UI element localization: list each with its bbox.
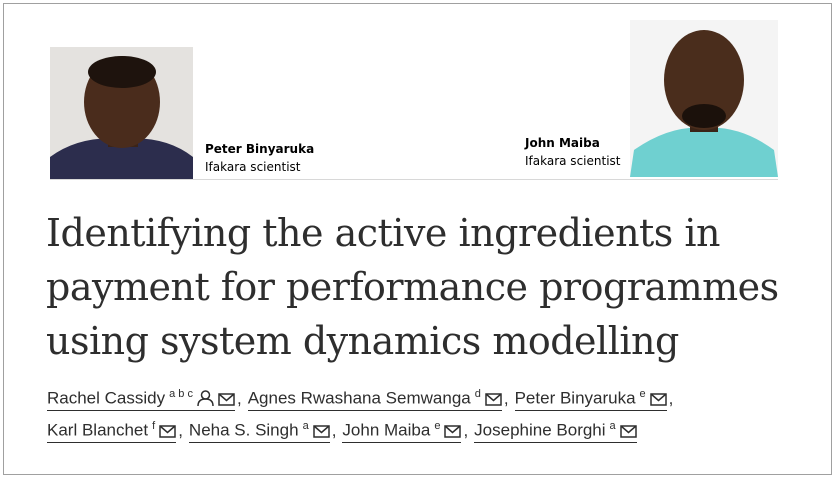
- divider: [50, 179, 778, 180]
- author-name: Agnes Rwashana Semwanga: [247, 388, 471, 408]
- affiliation: e: [639, 388, 646, 400]
- screenshot: [3, 3, 832, 475]
- author-name: Neha S. Singh: [188, 420, 299, 440]
- affiliation: a: [609, 420, 616, 432]
- affiliation: e: [434, 420, 441, 432]
- mail-icon[interactable]: [218, 392, 235, 406]
- caption: John Maiba Ifakara scientist: [525, 134, 620, 170]
- affiliation: a: [302, 420, 309, 432]
- mail-icon[interactable]: [649, 392, 667, 406]
- author-name: Karl Blanchet: [47, 420, 149, 440]
- title-line: using system dynamics modelling: [46, 319, 679, 363]
- mail-icon[interactable]: [619, 424, 637, 438]
- author-name: Peter Binyaruka: [514, 388, 636, 408]
- caption: Peter Binyaruka Ifakara scientist: [205, 140, 314, 176]
- author-link[interactable]: Rachel Cassidy a b c: [47, 388, 235, 411]
- separator: ,: [668, 388, 674, 408]
- author-list: Rachel Cassidy a b c, Agnes Rwashana Semwa…: [47, 388, 679, 452]
- title-line: Identifying the active ingredients in: [46, 211, 721, 255]
- author-name: Josephine Borghi: [474, 420, 606, 440]
- photo-john: [630, 20, 778, 177]
- author-name: John Maiba: [342, 420, 431, 440]
- author-link[interactable]: Josephine Borghi a: [474, 420, 637, 443]
- separator: ,: [178, 420, 183, 440]
- separator: ,: [236, 388, 242, 408]
- affiliation: a b c: [169, 388, 193, 400]
- mail-icon[interactable]: [485, 392, 502, 406]
- separator: ,: [463, 420, 469, 440]
- person-role: Ifakara scientist: [525, 154, 621, 168]
- separator: ,: [331, 420, 337, 440]
- author-line: Rachel Cassidy a b c, Agnes Rwashana Semwa…: [47, 388, 679, 420]
- author-link[interactable]: Neha S. Singh a: [188, 420, 330, 443]
- person-name: Peter Binyaruka: [205, 142, 315, 156]
- photo-peter: [50, 47, 193, 180]
- separator: ,: [503, 388, 509, 408]
- affiliation: f: [152, 420, 156, 432]
- author-name: Rachel Cassidy: [47, 388, 166, 408]
- author-line: Karl Blanchet f, Neha S. Singh a, John Maiba…: [47, 420, 679, 452]
- mail-icon[interactable]: [159, 424, 176, 438]
- author-link[interactable]: Agnes Rwashana Semwanga d: [247, 388, 502, 411]
- mail-icon[interactable]: [312, 424, 330, 438]
- affiliation: d: [474, 388, 481, 400]
- person-role: Ifakara scientist: [205, 160, 301, 174]
- article-title: Identifying the active ingredients in pay…: [46, 206, 779, 368]
- author-link[interactable]: Peter Binyaruka e: [514, 388, 667, 411]
- title-line: payment for performance programmes: [46, 265, 779, 309]
- profile-icon[interactable]: [197, 389, 214, 406]
- mail-icon[interactable]: [444, 424, 462, 438]
- author-link[interactable]: Karl Blanchet f: [47, 420, 177, 443]
- person-name: John Maiba: [525, 136, 600, 150]
- author-link[interactable]: John Maiba e: [342, 420, 462, 443]
